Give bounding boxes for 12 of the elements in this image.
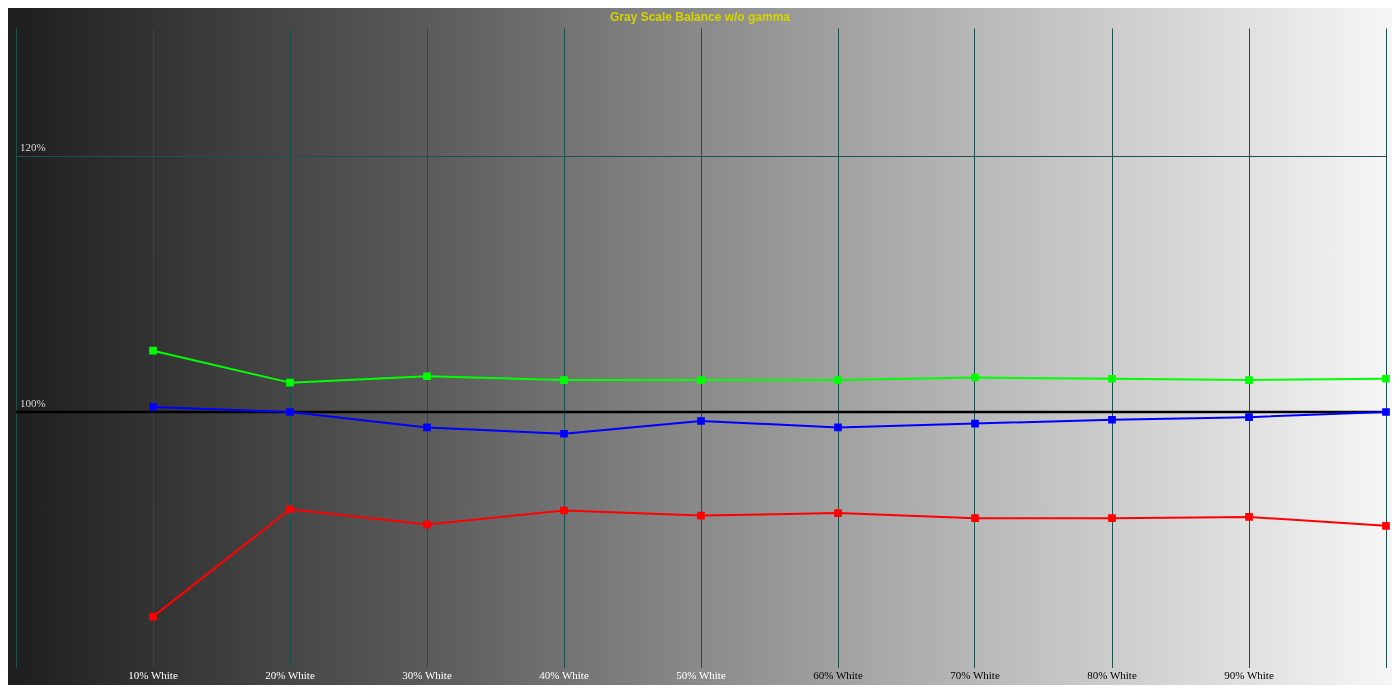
x-tick-label: 30% White — [402, 669, 452, 682]
chart-title: Gray Scale Balance w/o gamma — [609, 9, 791, 24]
x-tick-label: 40% White — [539, 669, 589, 682]
x-tick-label: 60% White — [813, 669, 863, 682]
x-tick-label: 20% White — [265, 669, 315, 682]
y-tick-label: 100% — [20, 396, 46, 409]
x-tick-label: 90% White — [1224, 669, 1274, 682]
x-tick-label: 50% White — [676, 669, 726, 682]
x-tick-label: 10% White — [128, 669, 178, 682]
y-tick-label: 120% — [20, 141, 46, 154]
x-tick-label: 80% White — [1087, 669, 1137, 682]
x-tick-label: 70% White — [950, 669, 1000, 682]
